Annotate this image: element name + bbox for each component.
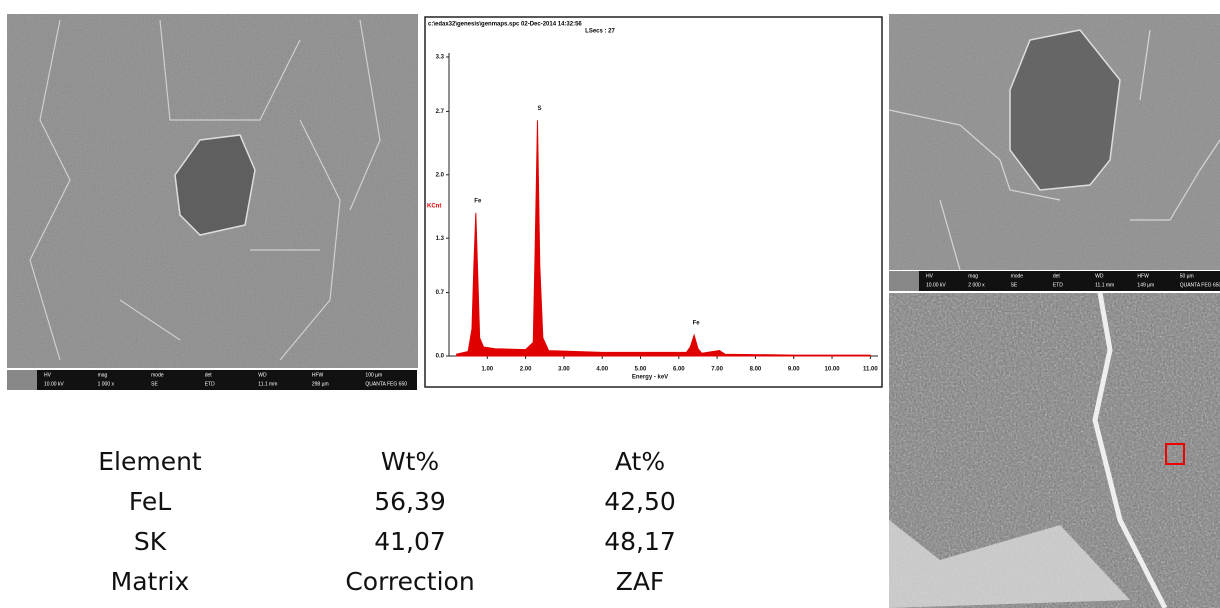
table-cell: ZAF (616, 567, 665, 596)
sem-info: mag (968, 273, 978, 279)
y-axis-label: KCnt (427, 204, 441, 210)
sem-info: 2 000 x (968, 282, 985, 288)
sem-info: 11.1 mm (258, 381, 277, 387)
y-tick-label: 2.7 (436, 109, 445, 115)
spectrum-title: c:\edax32\genesis\genmaps.spc 02-Dec-201… (428, 22, 582, 28)
x-tick-label: 7.00 (711, 367, 723, 373)
figure: c:\edax32\genesis\genmaps.spc 02-Dec-201… (0, 0, 1220, 608)
sem-info: HV (44, 372, 52, 378)
x-tick-label: 5.00 (635, 367, 647, 373)
sem-info: 100 µm (365, 372, 382, 378)
y-tick-label: 3.3 (436, 55, 445, 61)
x-tick-label: 2.00 (520, 367, 532, 373)
sem-info: mode (151, 372, 164, 378)
sem-info: QUANTA FEG 650 (365, 381, 407, 387)
table-header: Wt% (381, 447, 439, 476)
sem-image-right-bottom (889, 293, 1220, 608)
sem-info: HFW (312, 372, 324, 378)
peak-label: Fe (693, 321, 701, 327)
table-cell: 41,07 (374, 527, 446, 556)
sem-info: det (205, 372, 213, 378)
x-tick-label: 4.00 (596, 367, 608, 373)
sem-info: ETD (1053, 282, 1063, 288)
table-cell: 48,17 (604, 527, 676, 556)
sem-info: mode (1011, 273, 1024, 279)
figure-canvas: c:\edax32\genesis\genmaps.spc 02-Dec-201… (0, 0, 1220, 608)
sem-info: 11.1 mm (1095, 282, 1114, 288)
sem-image-left (7, 14, 418, 390)
sem-info: SE (1011, 282, 1018, 288)
sem-info: 298 µm (312, 381, 329, 387)
y-tick-label: 0.0 (436, 354, 445, 360)
sem-info: 149 µm (1137, 282, 1154, 288)
table-cell: Matrix (111, 567, 190, 596)
table-cell: 56,39 (374, 487, 446, 516)
sem-info: SE (151, 381, 158, 387)
peak-label: Fe (474, 198, 482, 204)
y-tick-label: 2.0 (436, 172, 445, 178)
table-header: Element (98, 447, 202, 476)
spectrum-frame (425, 17, 882, 387)
sem-info: ETD (205, 381, 215, 387)
table-cell: FeL (129, 487, 171, 516)
sem-info: HV (926, 273, 934, 279)
table-cell: SK (134, 527, 167, 556)
sem-image-right-top (889, 14, 1220, 291)
sem-info: WD (258, 372, 267, 378)
x-tick-label: 6.00 (673, 367, 685, 373)
sem-info: 10.00 kV (926, 282, 946, 288)
sem-info: 10.00 kV (44, 381, 64, 387)
table-cell: 42,50 (604, 487, 676, 516)
sem-info: det (1053, 273, 1061, 279)
table-header: At% (615, 447, 665, 476)
x-tick-label: 9.00 (788, 367, 800, 373)
sem-info: WD (1095, 273, 1104, 279)
spectrum-subtitle: LSecs : 27 (585, 29, 615, 35)
x-axis-label: Energy - keV (632, 375, 668, 381)
table-cell: Correction (345, 567, 474, 596)
y-tick-label: 0.7 (436, 290, 445, 296)
sem-info: mag (98, 372, 108, 378)
peak-label: S (537, 106, 541, 112)
x-tick-label: 8.00 (750, 367, 762, 373)
sem-info: 1 000 x (98, 381, 115, 387)
sem-info: QUANTA FEG 650 (1180, 282, 1220, 288)
y-tick-label: 1.3 (436, 236, 445, 242)
x-tick-label: 11.00 (863, 367, 878, 373)
x-tick-label: 1.00 (481, 367, 493, 373)
sem-info: HFW (1137, 273, 1149, 279)
x-tick-label: 3.00 (558, 367, 570, 373)
x-tick-label: 10.00 (825, 367, 841, 373)
sem-info: 50 µm (1180, 273, 1194, 279)
